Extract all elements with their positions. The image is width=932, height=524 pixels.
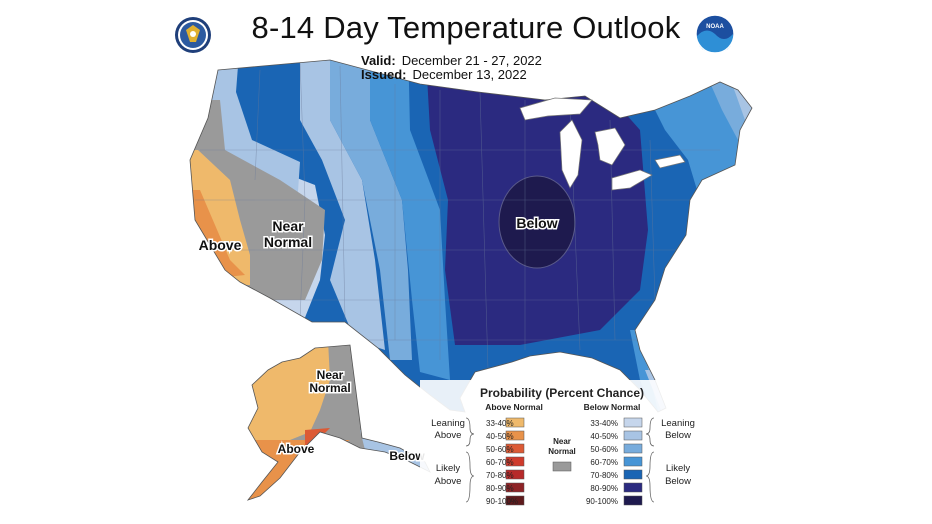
legend-below-header: Below Normal	[584, 402, 641, 412]
page-title: 8-14 Day Temperature Outlook	[251, 10, 681, 45]
region-label-ak-above: Above	[278, 442, 315, 456]
below-level-label-5: 70-80%	[590, 471, 618, 480]
legend-likely-below-1: Likely	[666, 463, 691, 474]
region-label-west-above: Above	[199, 237, 242, 253]
region-label-ak-below: Below	[389, 449, 425, 463]
above-level-label-3: 50-60%	[486, 445, 514, 454]
above-level-label-2: 40-50%	[486, 432, 514, 441]
noaa-logo-text: NOAA	[706, 24, 724, 30]
region-label-ak-near: Near	[317, 368, 344, 382]
below-swatch-1	[623, 417, 643, 428]
legend-brace-leaning-below	[645, 417, 655, 447]
below-swatch-4	[623, 456, 643, 467]
legend-likely-above-2: Above	[435, 476, 462, 487]
valid-dates: Valid: December 21 - 27, 2022	[361, 53, 542, 68]
legend-leaning-above-2: Above	[435, 430, 462, 441]
valid-value: December 21 - 27, 2022	[401, 53, 542, 68]
legend-near-normal-swatch	[552, 461, 572, 472]
legend-near-label-2: Normal	[548, 447, 576, 456]
great-lakes	[519, 97, 686, 191]
legend-leaning-below-1: Leaning	[661, 418, 695, 429]
legend: Probability (Percent Chance) Above Norma…	[420, 380, 700, 510]
issued-date: Issued: December 13, 2022	[361, 67, 527, 82]
below-level-label-7: 90-100%	[586, 497, 618, 506]
legend-near-label-1: Near	[553, 437, 571, 446]
issued-value: December 13, 2022	[412, 67, 527, 82]
legend-above-swatches: 33-40% 40-50% 50-60% 60-70% 70-80% 80-90% 90-1…	[486, 417, 525, 506]
legend-likely-above-1: Likely	[436, 463, 461, 474]
valid-label: Valid:	[361, 53, 396, 68]
below-swatch-6	[623, 482, 643, 493]
legend-above-header: Above Normal	[485, 402, 543, 412]
above-level-label-7: 90-100%	[486, 497, 518, 506]
below-level-label-4: 60-70%	[590, 458, 618, 467]
region-label-west-normal: Normal	[264, 234, 312, 250]
region-label-midwest-below: Below	[516, 215, 557, 231]
legend-brace-likely-above	[465, 451, 475, 503]
above-swatch-3	[505, 443, 525, 454]
doc-seal-icon	[175, 17, 211, 53]
above-level-label-4: 60-70%	[486, 458, 514, 467]
legend-below-swatches: 33-40% 40-50% 50-60% 60-70% 70-80% 80-90% 90-1…	[586, 417, 643, 506]
legend-leaning-above-1: Leaning	[431, 418, 465, 429]
above-swatch-7	[505, 495, 525, 506]
issued-label: Issued:	[361, 67, 407, 82]
region-label-ak-normal: Normal	[309, 381, 350, 395]
below-level-label-3: 50-60%	[590, 445, 618, 454]
legend-brace-leaning-above	[465, 417, 475, 447]
legend-likely-below-2: Below	[665, 476, 691, 487]
below-level-label-2: 40-50%	[590, 432, 618, 441]
below-level-label-1: 33-40%	[590, 419, 618, 428]
above-swatch-6	[505, 482, 525, 493]
below-swatch-3	[623, 443, 643, 454]
below-swatch-5	[623, 469, 643, 480]
above-level-label-5: 70-80%	[486, 471, 514, 480]
above-swatch-2	[505, 430, 525, 441]
below-swatch-2	[623, 430, 643, 441]
above-swatch-5	[505, 469, 525, 480]
above-level-label-1: 33-40%	[486, 419, 514, 428]
above-swatch-1	[505, 417, 525, 428]
noaa-logo-icon: NOAA	[695, 14, 735, 54]
legend-brace-likely-below	[645, 451, 655, 503]
above-level-label-6: 80-90%	[486, 484, 514, 493]
region-label-west-near: Near	[272, 218, 304, 234]
below-swatch-7	[623, 495, 643, 506]
above-swatch-4	[505, 456, 525, 467]
legend-leaning-below-2: Below	[665, 430, 691, 441]
below-level-label-6: 80-90%	[590, 484, 618, 493]
legend-title: Probability (Percent Chance)	[480, 386, 644, 400]
alaska-outline	[246, 344, 431, 501]
